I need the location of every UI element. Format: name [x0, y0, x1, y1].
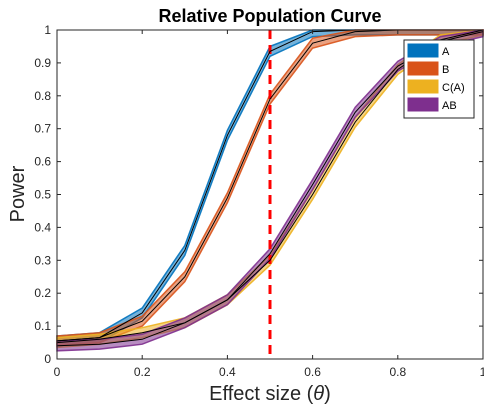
x-axis-label-close: ) [324, 383, 331, 405]
x-axis-label-text: Effect size ( [209, 383, 313, 405]
x-axis-label-symbol: θ [313, 383, 324, 405]
x-tick-label: 0.6 [304, 365, 321, 379]
x-tick-label: 1 [480, 365, 484, 379]
y-tick-label: 0.1 [34, 319, 51, 333]
legend-swatch-a [407, 43, 439, 58]
x-ticks: 0 0.2 0.4 0.6 0.8 1 [54, 30, 484, 379]
legend-label-a: A [442, 46, 450, 58]
x-tick-label: 0 [54, 365, 61, 379]
y-tick-label: 0.4 [34, 220, 51, 234]
y-tick-label: 0.3 [34, 253, 51, 267]
legend-label-b: B [442, 64, 449, 76]
legend-label-c-a: C(A) [442, 82, 465, 94]
x-tick-label: 0.8 [389, 365, 406, 379]
chart-title: Relative Population Curve [158, 6, 381, 26]
y-tick-label: 0.8 [34, 89, 51, 103]
y-tick-label: 0.7 [34, 122, 51, 136]
y-tick-label: 0 [44, 352, 51, 366]
legend-label-ab: AB [442, 100, 457, 112]
x-tick-label: 0.4 [219, 365, 236, 379]
y-axis-label: Power [7, 165, 29, 222]
y-tick-label: 0.6 [34, 155, 51, 169]
y-tick-label: 0.5 [34, 188, 51, 202]
y-tick-label: 0.9 [34, 56, 51, 70]
x-axis-label: Effect size (θ) [209, 383, 331, 405]
y-tick-label: 1 [44, 23, 51, 37]
legend-swatch-b [407, 61, 439, 76]
y-tick-label: 0.2 [34, 286, 51, 300]
legend-swatch-ab [407, 97, 439, 112]
legend: AB C(A) AB [403, 39, 475, 119]
legend-swatch-c-a [407, 79, 439, 94]
y-ticks: 0 0.1 0.2 0.3 0.4 0.5 0.6 0.7 0.8 0.9 1 [34, 23, 483, 366]
x-tick-label: 0.2 [134, 365, 151, 379]
